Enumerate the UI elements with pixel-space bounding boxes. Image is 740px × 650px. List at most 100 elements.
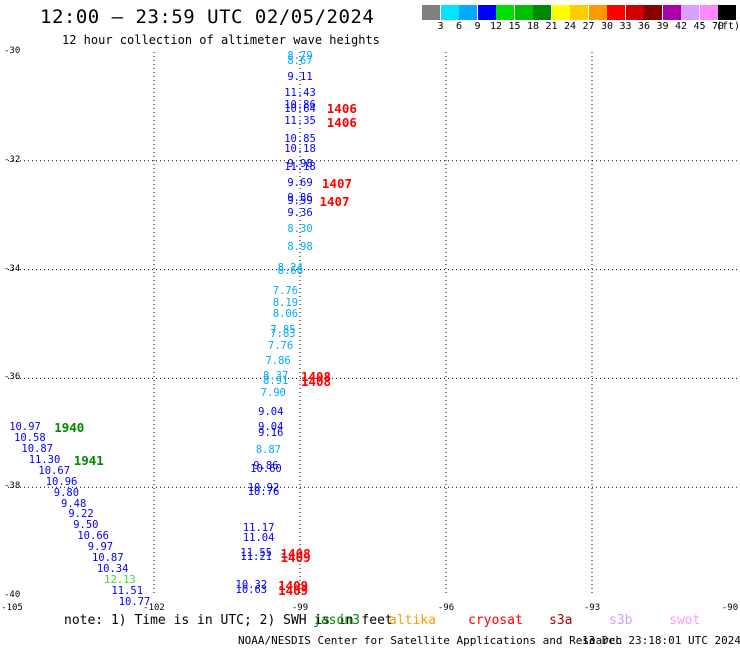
lon-tick-label: -105 bbox=[1, 603, 23, 613]
lon-tick-label: -93 bbox=[583, 603, 601, 613]
wave-height-value: 7.76 bbox=[272, 285, 299, 298]
legend-swatch bbox=[570, 5, 588, 20]
satellite-name-s3a: s3a bbox=[549, 613, 573, 628]
legend-swatch bbox=[625, 5, 644, 20]
satellite-name-altika: altika bbox=[389, 613, 436, 628]
wave-height-value: 8.91 bbox=[263, 374, 289, 387]
legend-label: 6 bbox=[455, 21, 463, 32]
pass-time-label: 1409 bbox=[280, 549, 311, 565]
legend-label: 36 bbox=[637, 21, 651, 32]
wave-height-value: 11.55 bbox=[240, 546, 272, 559]
lon-tick-label: -90 bbox=[721, 603, 739, 613]
lat-tick-label: -34 bbox=[4, 263, 21, 274]
wave-height-value: 10.63 bbox=[235, 583, 268, 596]
pass-time-label: 1941 bbox=[73, 453, 104, 469]
legend-unit: (ft) bbox=[716, 21, 740, 32]
legend-label: 15 bbox=[508, 21, 521, 32]
wave-height-value: 9.98 bbox=[287, 158, 313, 171]
wave-height-value: 7.86 bbox=[265, 355, 291, 368]
wave-height-value: 10.34 bbox=[96, 562, 129, 575]
wave-height-value: 9.22 bbox=[68, 508, 94, 521]
legend-label: 27 bbox=[582, 21, 595, 32]
satellite-name-swot: swot bbox=[669, 613, 701, 628]
legend-swatch bbox=[699, 5, 718, 20]
lat-tick-label: -32 bbox=[4, 154, 21, 165]
legend-label: 42 bbox=[674, 21, 688, 32]
lat-tick-label: -40 bbox=[4, 590, 21, 600]
wave-height-value: 9.80 bbox=[53, 486, 80, 499]
credit-line: NOAA/NESDIS Center for Satellite Applica… bbox=[238, 634, 623, 647]
wave-height-value: 7.76 bbox=[267, 339, 294, 352]
wave-height-value: 10.96 bbox=[45, 475, 78, 488]
wave-height-value: 9.97 bbox=[87, 541, 114, 554]
legend-swatch bbox=[422, 5, 440, 20]
pass-time-label: 1406 bbox=[326, 100, 357, 116]
wave-height-value: 11.51 bbox=[111, 584, 144, 597]
map-subtitle: 12 hour collection of altimeter wave hei… bbox=[62, 33, 380, 47]
wave-height-value: 9.86 bbox=[253, 459, 279, 472]
wave-height-value: 8.66 bbox=[277, 264, 303, 277]
legend-swatch bbox=[477, 5, 496, 20]
legend-swatch bbox=[662, 5, 681, 20]
legend-swatch bbox=[533, 5, 551, 20]
legend-swatch bbox=[718, 5, 736, 20]
pass-time-label: 1406 bbox=[326, 114, 357, 130]
wave-height-value: 8.30 bbox=[287, 223, 313, 236]
legend-label: 45 bbox=[693, 21, 706, 32]
wave-height-value: 10.18 bbox=[284, 142, 316, 155]
wave-height-value: 11.04 bbox=[242, 532, 275, 545]
legend-swatch bbox=[644, 5, 662, 20]
wave-height-value: 8.37 bbox=[263, 370, 289, 383]
wave-height-value: 10.32 bbox=[235, 579, 268, 592]
legend-swatch bbox=[459, 5, 477, 20]
legend-swatch bbox=[496, 5, 514, 20]
generated-timestamp: 13 Dec 23:18:01 UTC 2024 bbox=[582, 634, 740, 647]
wave-height-value: 10.67 bbox=[38, 464, 71, 477]
wave-height-value: 11.17 bbox=[242, 521, 275, 534]
wave-height-value: 8.98 bbox=[287, 240, 313, 253]
pass-time-label: 1409 bbox=[278, 578, 309, 594]
wave-height-value: 9.04 bbox=[258, 406, 284, 419]
wave-height-value: 10.97 bbox=[9, 421, 41, 434]
pass-time-label: 1407 bbox=[321, 175, 352, 191]
wave-height-value: 10.76 bbox=[247, 485, 280, 498]
legend-swatch bbox=[551, 5, 570, 20]
pass-time-label: 1408 bbox=[280, 545, 311, 561]
wave-height-value: 11.21 bbox=[240, 550, 272, 563]
wave-height-value: 10.66 bbox=[77, 530, 109, 543]
legend-label: 12 bbox=[489, 21, 503, 32]
lon-tick-label: -102 bbox=[143, 603, 165, 613]
legend-label: 3 bbox=[437, 21, 444, 32]
wave-height-value: 9.36 bbox=[287, 207, 313, 220]
wave-height-value: 8.87 bbox=[255, 444, 282, 457]
pass-time-label: 1940 bbox=[54, 420, 85, 436]
wave-height-value: 8.06 bbox=[272, 308, 299, 321]
wave-height-value: 10.60 bbox=[250, 462, 282, 475]
legend-swatch bbox=[588, 5, 607, 20]
legend-label: 30 bbox=[600, 21, 614, 32]
wave-height-value: 9.04 bbox=[258, 421, 284, 434]
wave-height-value: 8.67 bbox=[287, 54, 313, 67]
wave-height-value: 8.24 bbox=[277, 261, 303, 274]
satellite-name-cryosat: cryosat bbox=[468, 613, 523, 628]
legend-label: 18 bbox=[526, 21, 540, 32]
wave-height-value: 11.43 bbox=[284, 87, 316, 100]
legend-swatch bbox=[681, 5, 699, 20]
legend-label: 39 bbox=[656, 21, 669, 32]
legend-label: 24 bbox=[563, 21, 577, 32]
wave-height-value: 9.11 bbox=[287, 71, 313, 84]
wave-height-value: 10.86 bbox=[284, 99, 316, 112]
wave-height-value: 10.64 bbox=[284, 102, 316, 115]
wave-height-value: 11.30 bbox=[28, 454, 61, 467]
wave-height-value: 9.86 bbox=[287, 191, 313, 204]
wave-height-value: 7.83 bbox=[270, 327, 296, 340]
pass-time-label: 1407 bbox=[319, 194, 350, 210]
wave-height-value: 8.19 bbox=[272, 297, 299, 310]
satellite-name-s3b: s3b bbox=[609, 613, 633, 628]
wave-height-value: 10.85 bbox=[284, 133, 316, 146]
wave-height-value: 9.50 bbox=[73, 519, 99, 532]
map-title: 12:00 – 23:59 UTC 02/05/2024 bbox=[40, 6, 375, 28]
pass-time-label: 1409 bbox=[278, 582, 309, 598]
wave-height-value: 9.69 bbox=[287, 176, 313, 189]
